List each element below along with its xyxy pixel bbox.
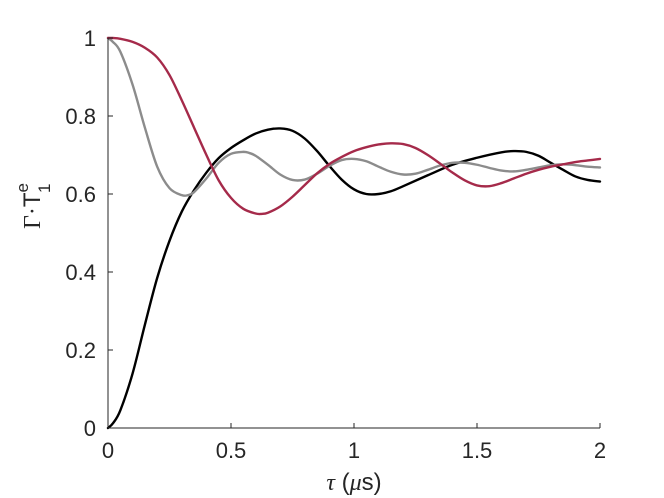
y-axis-label-gamma: Γ <box>20 215 46 229</box>
x-axis-label-close: ) <box>374 469 382 496</box>
x-axis-ticks: 0 0.5 1 1.5 2 <box>102 423 606 463</box>
x-axis-label-unit: s <box>362 469 374 496</box>
series-line-2 <box>106 36 602 198</box>
y-axis-label-T: T <box>19 192 46 207</box>
y-axis-ticks: 0 0.2 0.4 0.6 0.8 1 <box>65 26 113 441</box>
y-tick-label: 0.2 <box>65 338 96 363</box>
y-tick-label: 0.8 <box>65 104 96 129</box>
x-axis-label-mu: μ <box>349 470 362 496</box>
x-tick-label: 0.5 <box>216 438 247 463</box>
y-tick-label: 0.4 <box>65 260 96 285</box>
x-tick-label: 2 <box>594 438 606 463</box>
y-axis-label-dot: · <box>20 207 46 215</box>
x-axis-label-open: ( <box>335 469 350 496</box>
x-axis-label-var: τ <box>326 470 336 496</box>
x-axis-label: τ (μs) <box>326 469 381 496</box>
y-axis-label-sub: 1 <box>35 184 54 193</box>
y-axis-label: Γ·Te 1 <box>13 183 54 229</box>
y-axis-label-sup: e <box>13 183 32 192</box>
x-tick-label: 1 <box>348 438 360 463</box>
y-tick-label: 0.6 <box>65 182 96 207</box>
x-tick-label: 0 <box>102 438 114 463</box>
series-line-3 <box>106 36 602 216</box>
y-tick-label: 1 <box>84 26 96 51</box>
y-tick-label: 0 <box>84 416 96 441</box>
x-tick-label: 1.5 <box>462 438 493 463</box>
plot-series-group <box>106 36 602 430</box>
series-line-1 <box>106 127 602 430</box>
